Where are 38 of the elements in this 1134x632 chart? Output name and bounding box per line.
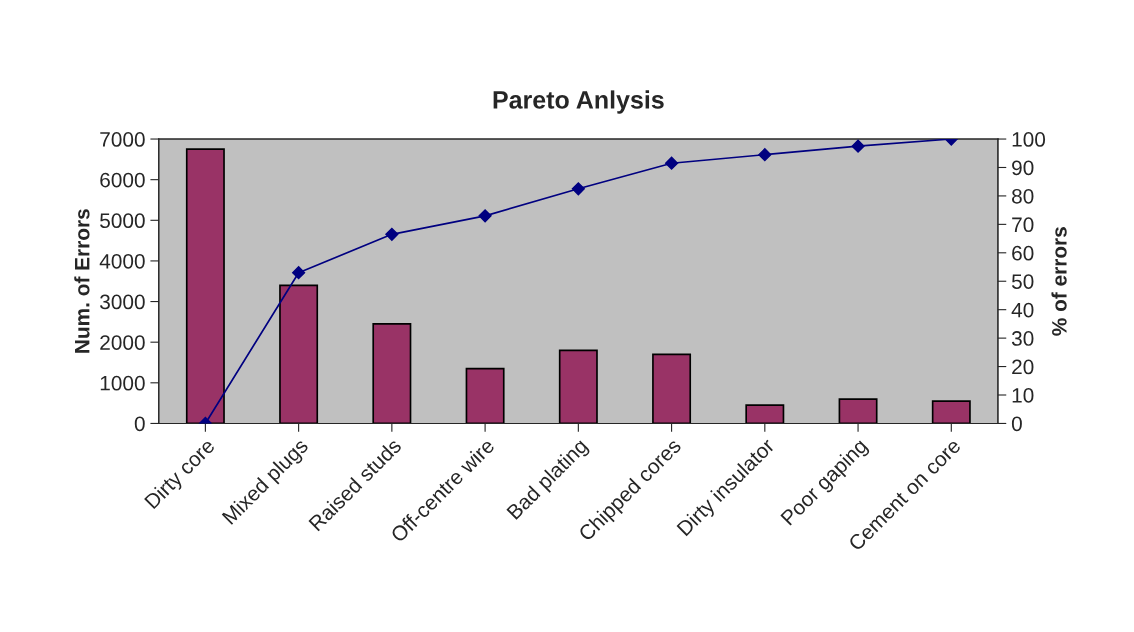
y2-tick-label: 90 (1012, 160, 1034, 176)
bar (745, 404, 785, 424)
point (571, 182, 585, 196)
bar (372, 323, 412, 424)
bar (185, 148, 225, 424)
y-tick-label: 7000 (100, 132, 145, 147)
y2-tick-label: 40 (1011, 302, 1034, 318)
y-tick-label: 1000 (100, 375, 145, 391)
y2-tick-label: 20 (1012, 359, 1034, 375)
point (758, 148, 772, 162)
y-tick-label: 6000 (100, 172, 145, 188)
point (851, 139, 865, 153)
y-axis-title: Num. of Errors (74, 209, 90, 353)
bar (652, 353, 692, 424)
y-tick-label: 0 (134, 416, 145, 432)
y-tick-label: 2000 (100, 335, 145, 350)
y-tick-label: 5000 (100, 213, 145, 229)
y2-axis-title: % of errors (1051, 227, 1067, 336)
bar (558, 349, 598, 424)
y2-tick-label: 80 (1012, 188, 1034, 204)
y2-tick-label: 30 (1011, 331, 1034, 346)
point (292, 266, 306, 280)
bar (465, 367, 505, 424)
point (664, 156, 679, 170)
y-tick-label: 3000 (100, 294, 145, 310)
bar (931, 400, 971, 424)
chart-title: Pareto Anlysis (493, 90, 664, 114)
y2-tick-label: 10 (1012, 388, 1034, 403)
bar (838, 398, 878, 424)
bar (279, 284, 319, 424)
y2-tick-label: 0 (1011, 416, 1022, 432)
y2-tick-label: 60 (1012, 245, 1034, 261)
point (478, 209, 492, 223)
point (385, 227, 399, 241)
y2-tick-label: 70 (1012, 217, 1034, 233)
y-tick-label: 4000 (99, 253, 145, 269)
y2-tick-label: 100 (1012, 132, 1046, 147)
y2-tick-label: 50 (1011, 274, 1034, 289)
